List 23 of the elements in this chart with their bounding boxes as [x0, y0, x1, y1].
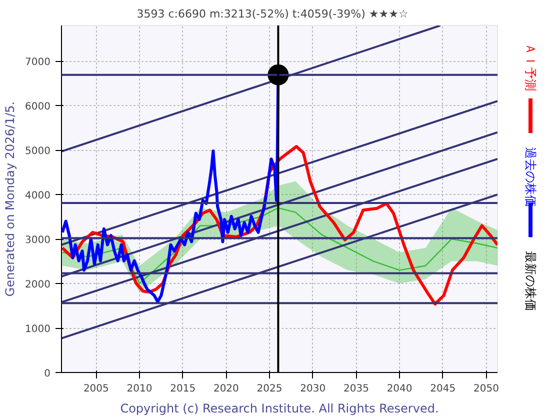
y-tick-label: 0 — [44, 368, 51, 380]
y-tick-label: 6000 — [25, 102, 51, 113]
y-tick-label: 2000 — [25, 280, 51, 291]
x-tick-label: 2020 — [213, 384, 239, 394]
chart-title: 3593 c:6690 m:3213(-52%) t:4059(-39%) ★★★☆ — [136, 8, 408, 20]
y-tick-label: 4000 — [25, 190, 51, 202]
text: Copyright (c) Research Institute. All Rights Reserved. — [120, 402, 439, 416]
x-tick-label: 2030 — [300, 384, 326, 394]
y-tick-label: 7000 — [25, 57, 51, 68]
x-tick-label: 2050 — [474, 384, 499, 394]
text: ＡＩ予測 — [524, 42, 538, 91]
x-tick-label: 2015 — [170, 384, 196, 394]
x-tick-label: 2040 — [386, 384, 412, 394]
y-axis-title: Generated on Monday 2026/1/5. — [3, 101, 18, 297]
x-tick-label: 2005 — [83, 384, 109, 394]
y-tick-label: 5000 — [25, 146, 51, 158]
x-tick-label: 2045 — [430, 384, 456, 394]
y-tick-label: 3000 — [25, 235, 51, 246]
x-tick-label: 2035 — [343, 384, 369, 394]
x-tick-label: 2010 — [126, 384, 152, 394]
x-tick-label: 2025 — [256, 384, 282, 394]
text: 最新の株価 — [524, 251, 538, 312]
y-tick-label: 1000 — [25, 324, 51, 336]
